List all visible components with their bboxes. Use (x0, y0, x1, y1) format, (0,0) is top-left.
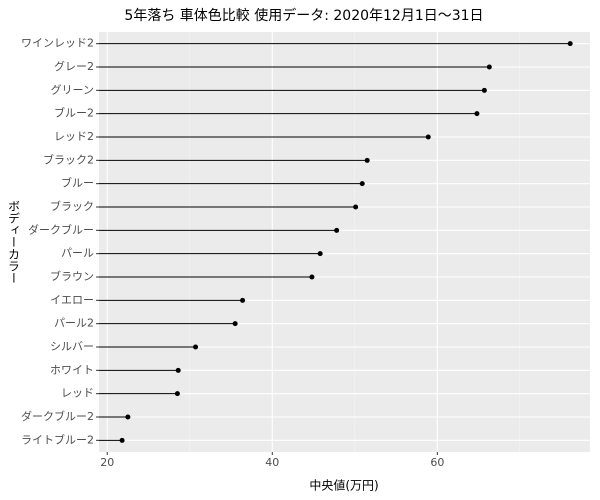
dot (364, 157, 370, 163)
y-tick-label: パール2 (54, 317, 94, 330)
y-tick-label: イエロー (50, 293, 94, 306)
dot (174, 391, 180, 397)
dot (481, 87, 487, 93)
dot (193, 344, 199, 350)
y-tick-label: レッド (61, 387, 94, 400)
panel (99, 32, 590, 452)
dot (474, 111, 480, 117)
dot (425, 134, 431, 140)
y-tick-label: レッド2 (54, 130, 94, 143)
y-tick-label: ブラック (50, 199, 94, 213)
dot (486, 64, 492, 70)
dot (175, 367, 181, 373)
dot (317, 251, 323, 257)
dot (353, 204, 359, 210)
y-tick-label: ブラウン (50, 269, 94, 283)
x-tick-label: 60 (430, 456, 444, 469)
y-tick-label: ダークブルー2 (21, 409, 94, 423)
dot (125, 414, 131, 420)
dot (240, 297, 246, 303)
y-tick-label: パール (61, 247, 94, 260)
dot (309, 274, 315, 280)
y-tick-label: ブラック2 (43, 152, 94, 166)
y-tick-label: グレー2 (54, 59, 94, 73)
dot (567, 41, 573, 47)
y-tick-label: ワインレッド2 (21, 37, 94, 50)
y-tick-label: ホワイト (50, 363, 94, 376)
chart-title: 5年落ち 車体色比較 使用データ: 2020年12月1日～31日 (124, 7, 483, 24)
y-tick-label: ダークブルー (28, 222, 94, 236)
dot (232, 321, 238, 327)
y-tick-label: シルバー (50, 340, 94, 353)
x-axis-title: 中央値(万円) (309, 478, 378, 493)
x-tick-label: 20 (100, 456, 114, 469)
dot (334, 227, 340, 233)
y-tick-label: ライトブルー2 (21, 432, 94, 446)
x-tick-label: 40 (265, 456, 279, 469)
y-tick-label: ブルー2 (54, 106, 94, 120)
dot (119, 437, 125, 443)
y-tick-label: グリーン (51, 82, 94, 96)
y-axis-title: ボディーカラー (7, 200, 21, 284)
dot (359, 181, 365, 187)
y-tick-label: ブルー (61, 176, 94, 190)
